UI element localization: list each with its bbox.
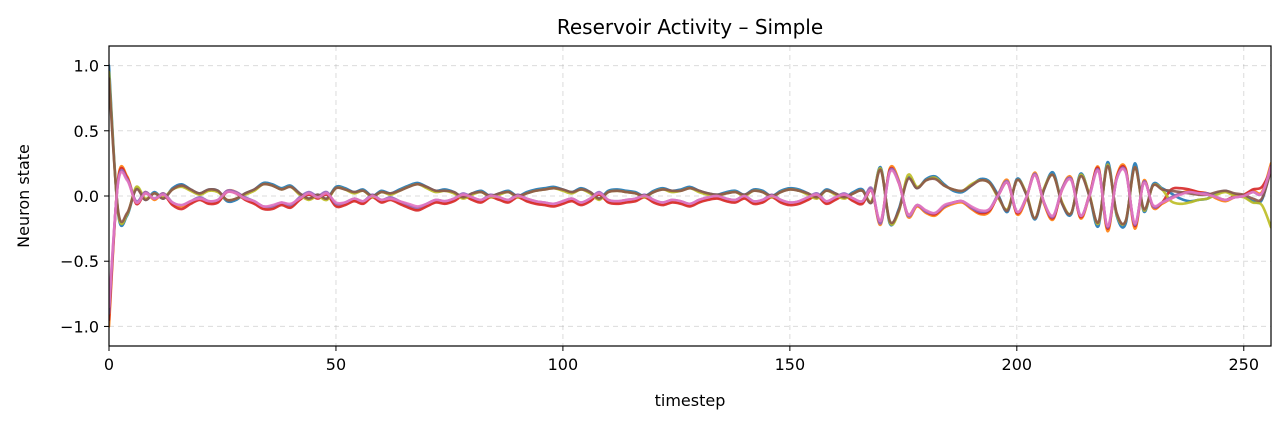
y-axis-label: Neuron state <box>14 144 33 248</box>
chart-title: Reservoir Activity – Simple <box>557 15 823 39</box>
x-tick-label: 250 <box>1228 355 1259 374</box>
y-axis: 1.0 0.5 0.0 −0.5 −1.0 <box>60 57 109 336</box>
y-tick-label: −0.5 <box>60 252 99 271</box>
y-tick-label: −1.0 <box>60 317 99 336</box>
y-tick-label: 1.0 <box>74 57 99 76</box>
x-axis: 0 50 100 150 200 250 <box>104 346 1259 374</box>
x-tick-label: 150 <box>775 355 806 374</box>
grid <box>108 46 1271 346</box>
series-line-7 <box>109 166 1271 309</box>
x-tick-label: 200 <box>1002 355 1033 374</box>
plot-lines <box>109 64 1271 328</box>
x-axis-label: timestep <box>655 391 726 410</box>
x-tick-label: 50 <box>326 355 346 374</box>
y-tick-label: 0.5 <box>74 122 99 141</box>
x-tick-label: 100 <box>548 355 579 374</box>
y-tick-label: 0.0 <box>74 187 99 206</box>
series-line-6 <box>109 77 1271 226</box>
x-tick-label: 0 <box>104 355 114 374</box>
